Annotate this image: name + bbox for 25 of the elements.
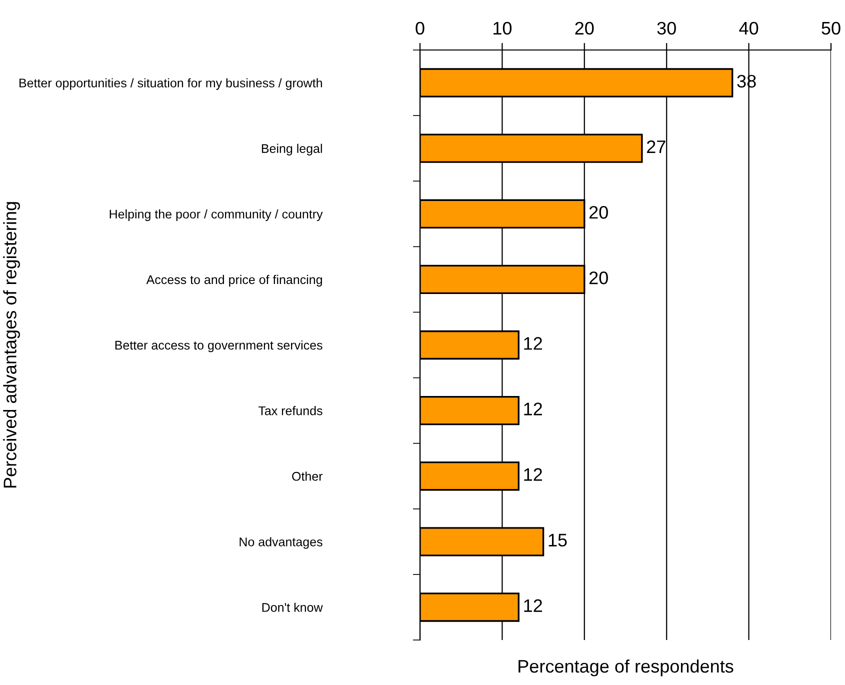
x-tick-label: 10 <box>494 22 512 35</box>
data-label: 15 <box>548 534 567 547</box>
data-label: 12 <box>524 402 542 416</box>
x-tick-label: 50 <box>822 22 840 35</box>
y-tick-label: Don't know <box>262 602 323 612</box>
y-tick-label: No advantages <box>240 537 322 549</box>
data-label: 27 <box>647 140 666 153</box>
data-label: 12 <box>524 337 542 350</box>
x-tick-label: 20 <box>575 22 594 35</box>
x-tick-label: 40 <box>739 22 758 35</box>
y-tick-label: Being legal <box>262 144 322 156</box>
data-label: 12 <box>524 599 542 612</box>
data-label: 20 <box>589 206 608 219</box>
y-axis-title: Perceived advantages of registering <box>3 202 20 488</box>
y-tick-label: Helping the poor / community / country <box>110 209 323 222</box>
x-tick-label: 30 <box>657 22 676 35</box>
y-tick-label: Better access to government services <box>115 340 322 352</box>
y-tick-label: Access to and price of financing <box>146 274 322 287</box>
data-label: 12 <box>524 468 542 481</box>
y-tick-label: Better opportunities / situation for my business / growth <box>20 78 322 90</box>
y-tick-label: Tax refunds <box>258 406 322 416</box>
x-axis-title: Percentage of respondents <box>518 659 734 676</box>
data-label: 20 <box>589 272 608 284</box>
x-tick-label: 0 <box>416 22 424 35</box>
y-tick-label: Other <box>292 472 323 481</box>
